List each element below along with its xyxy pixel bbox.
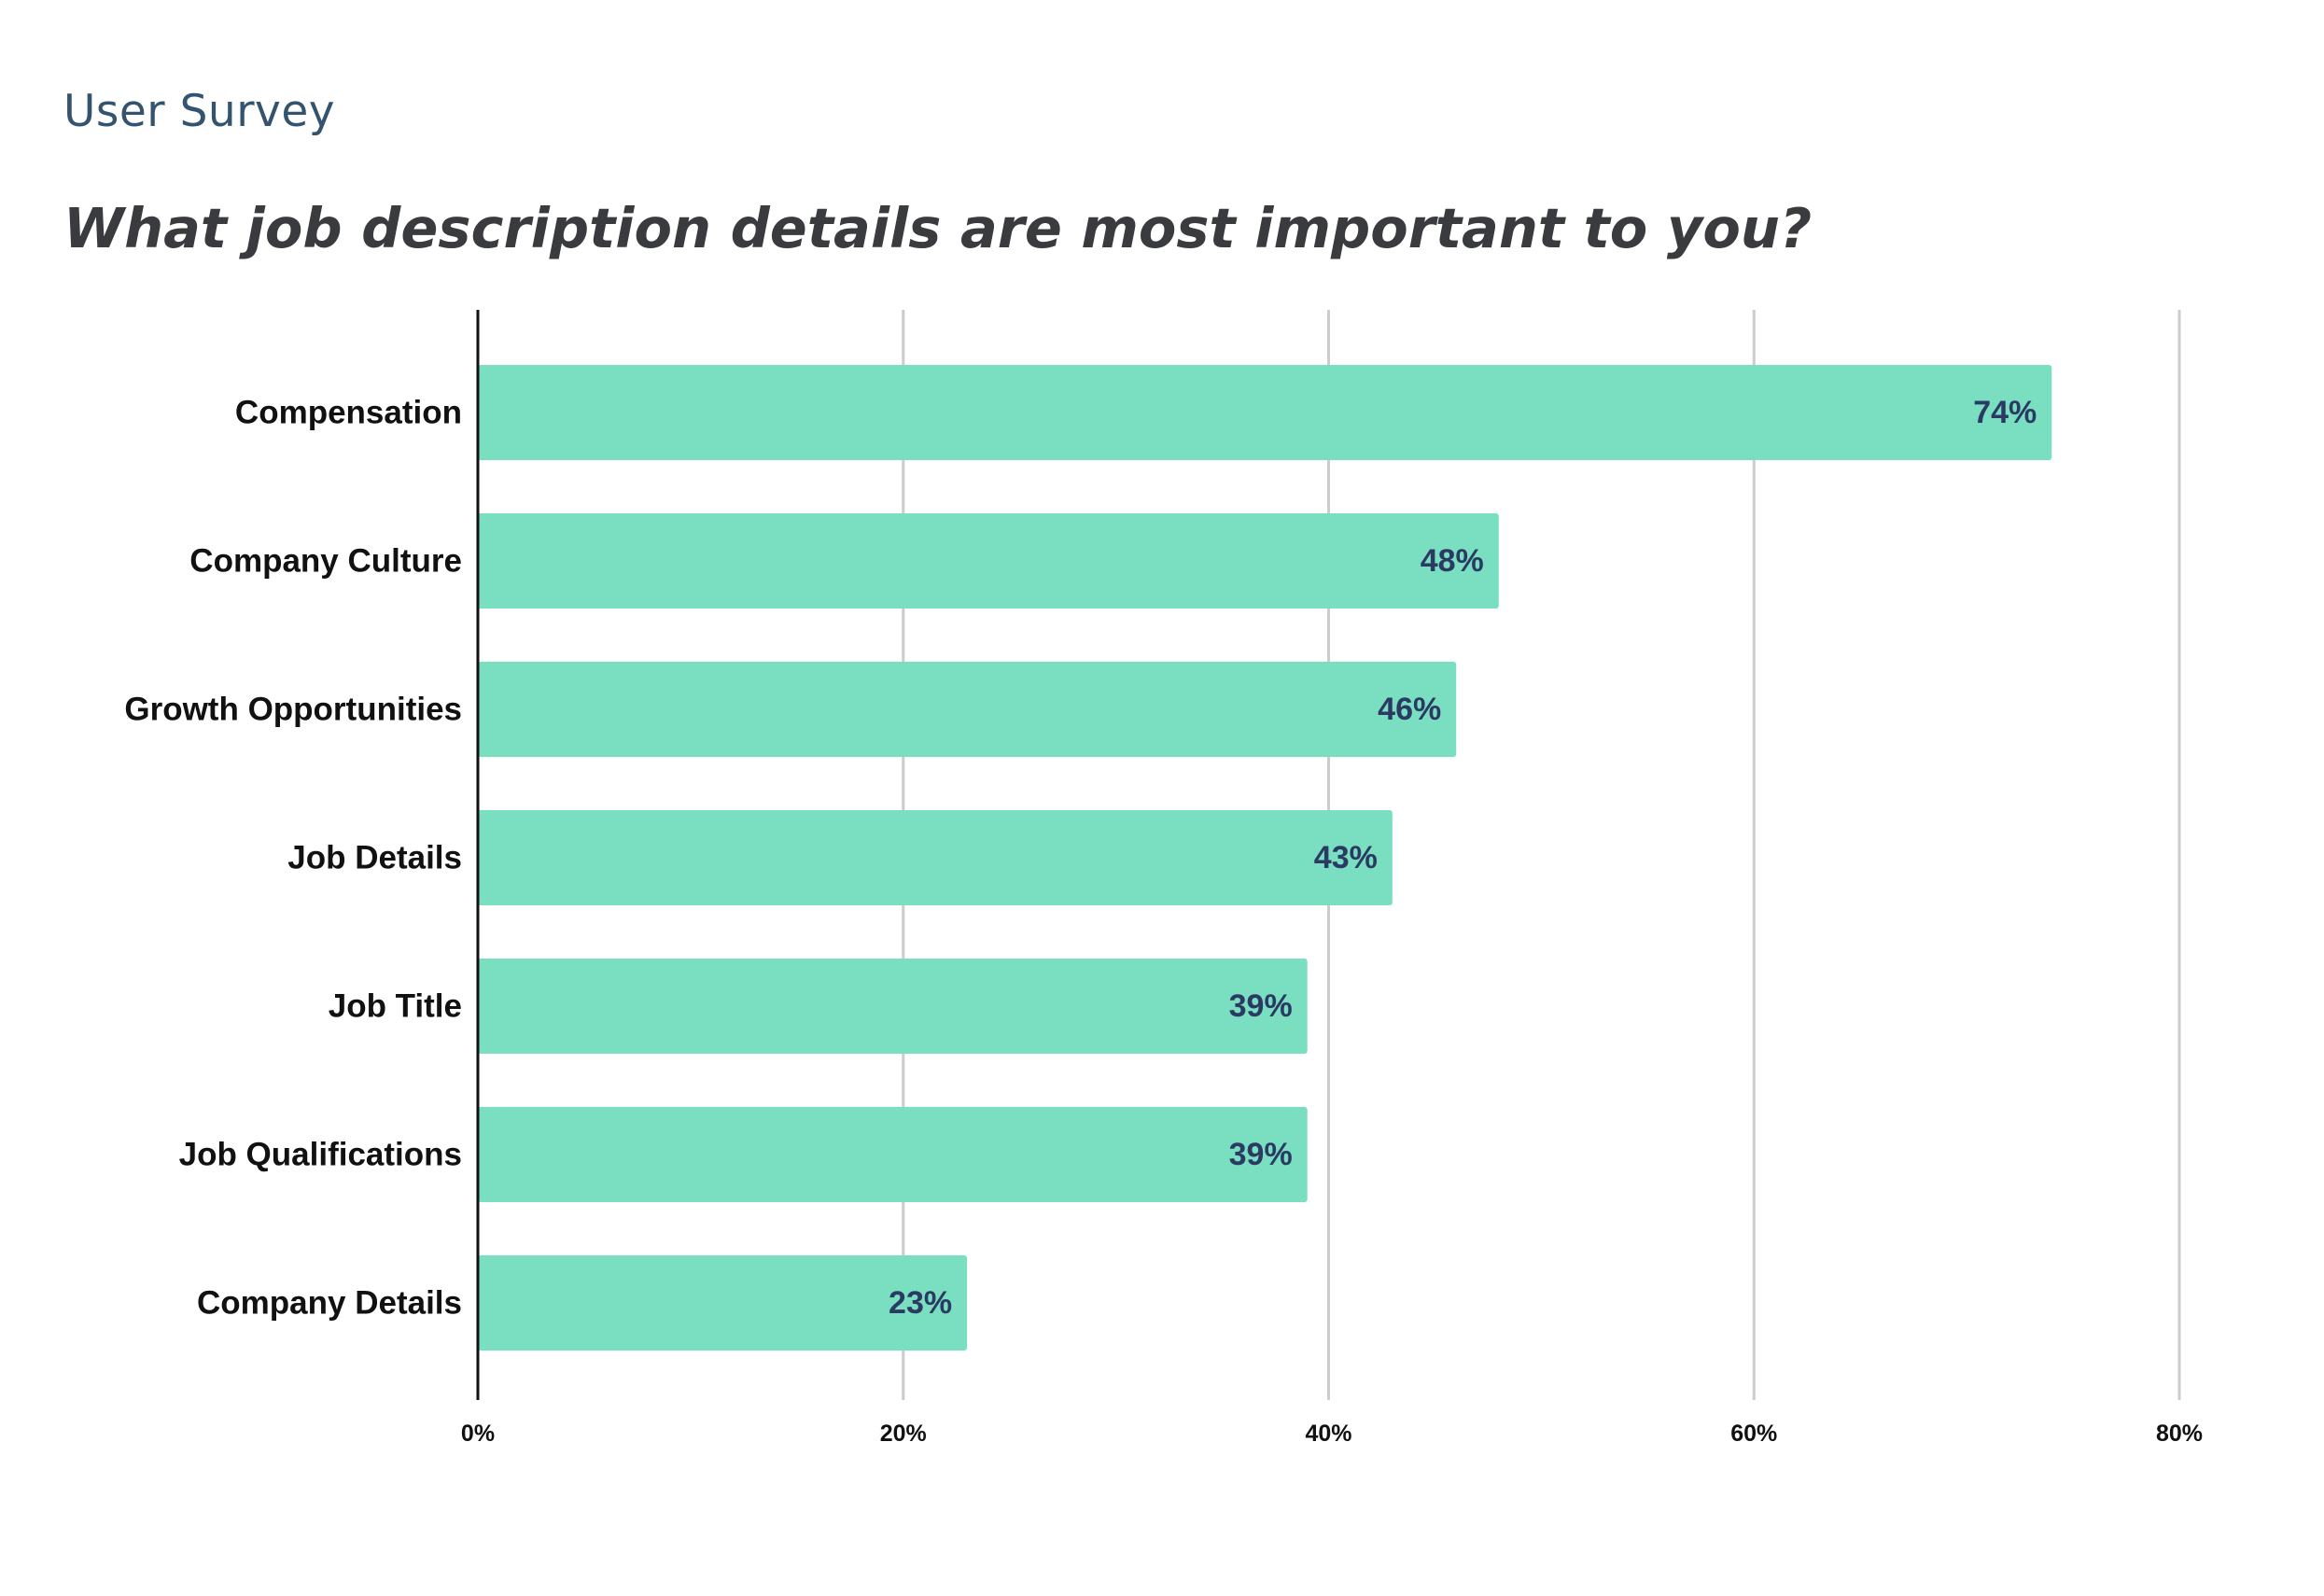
bar xyxy=(478,513,1499,609)
bar xyxy=(478,1107,1308,1202)
category-label: Job Qualifications xyxy=(179,1137,462,1173)
data-label: 48% xyxy=(1421,543,1484,579)
bar xyxy=(478,1255,968,1351)
category-label: Job Details xyxy=(287,840,462,876)
category-label: Company Details xyxy=(197,1285,462,1322)
x-tick-label: 40% xyxy=(1305,1421,1351,1447)
data-label: 46% xyxy=(1378,692,1441,727)
data-label: 43% xyxy=(1314,840,1378,875)
bar xyxy=(478,365,2052,460)
data-label: 39% xyxy=(1229,988,1293,1024)
x-tick-label: 0% xyxy=(461,1421,495,1447)
chart-subtitle: User Survey xyxy=(63,86,336,137)
bar xyxy=(478,959,1308,1054)
category-label: Compensation xyxy=(235,395,462,431)
x-tick-label: 60% xyxy=(1730,1421,1777,1447)
category-label: Company Culture xyxy=(189,543,462,580)
category-label: Growth Opportunities xyxy=(124,692,462,728)
data-label: 23% xyxy=(889,1285,952,1321)
x-tick-label: 80% xyxy=(2156,1421,2203,1447)
data-label: 39% xyxy=(1229,1137,1293,1172)
x-tick-label: 20% xyxy=(880,1421,927,1447)
bar xyxy=(478,662,1457,757)
category-label: Job Title xyxy=(329,988,462,1025)
data-label: 74% xyxy=(1973,395,2037,430)
chart-title: What job description details are most im… xyxy=(63,196,1813,260)
bar xyxy=(478,810,1393,905)
